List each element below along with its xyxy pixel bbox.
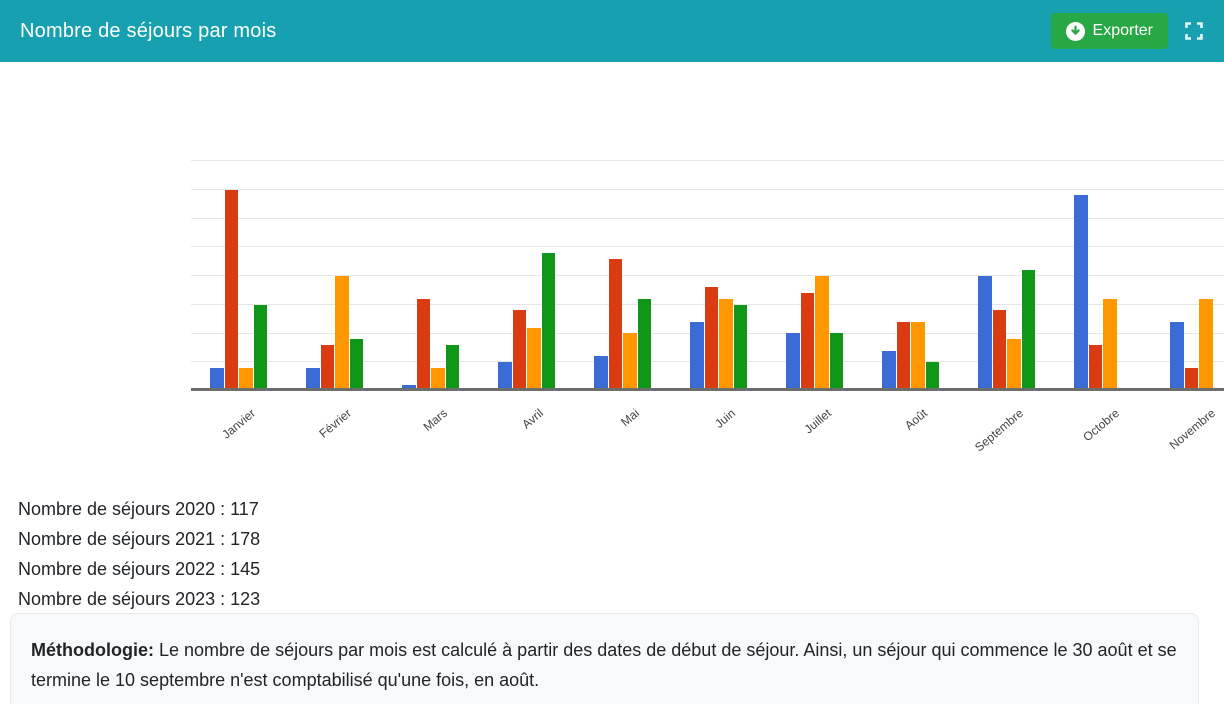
bar-group-Janvier (210, 160, 267, 391)
gridline (191, 189, 1224, 190)
bar-2021-Avril[interactable] (512, 310, 526, 391)
bar-group-Juin (690, 160, 747, 391)
bar-2023-Avril[interactable] (541, 253, 555, 391)
bar-2021-Juin[interactable] (704, 287, 718, 391)
header-actions: Exporter (1050, 13, 1204, 49)
total-2021: Nombre de séjours 2021 : 178 (18, 529, 261, 549)
bar-2022-Octobre[interactable] (1103, 299, 1117, 391)
bar-2022-Avril[interactable] (527, 328, 541, 391)
bar-2020-Novembre[interactable] (1170, 322, 1184, 391)
bar-2021-Octobre[interactable] (1088, 345, 1102, 391)
bar-group-Septembre (978, 160, 1035, 391)
bar-2023-Mars[interactable] (445, 345, 459, 391)
bar-2021-Novembre[interactable] (1184, 368, 1198, 391)
bar-2022-Mars[interactable] (431, 368, 445, 391)
total-2020: Nombre de séjours 2020 : 117 (18, 499, 259, 519)
bar-2022-Février[interactable] (335, 276, 349, 391)
gridline (191, 246, 1224, 247)
bar-2022-Août[interactable] (911, 322, 925, 391)
bar-2022-Juillet[interactable] (815, 276, 829, 391)
widget-header: Nombre de séjours par mois Exporter (0, 0, 1224, 62)
bar-2020-Août[interactable] (882, 351, 896, 391)
bar-2023-Août[interactable] (925, 362, 939, 391)
bar-2022-Mai[interactable] (623, 333, 637, 391)
bar-2022-Septembre[interactable] (1007, 339, 1021, 391)
bar-2021-Mars[interactable] (416, 299, 430, 391)
bar-group-Août (882, 160, 939, 391)
bar-2021-Février[interactable] (320, 345, 334, 391)
bar-2020-Janvier[interactable] (210, 368, 224, 391)
x-axis-line (191, 388, 1224, 391)
totals-summary: Nombre de séjours 2020 : 117 Nombre de s… (18, 494, 260, 614)
gridline (191, 160, 1224, 161)
total-2022: Nombre de séjours 2022 : 145 (18, 559, 261, 579)
bar-group-Mai (594, 160, 651, 391)
bar-2023-Janvier[interactable] (253, 305, 267, 391)
bar-2021-Mai[interactable] (608, 259, 622, 391)
bar-2021-Juillet[interactable] (800, 293, 814, 391)
bar-group-Juillet (786, 160, 843, 391)
bar-group-Octobre (1074, 160, 1131, 391)
bar-2023-Septembre[interactable] (1021, 270, 1035, 391)
methodology-text: Le nombre de séjours par mois est calcul… (31, 640, 1177, 690)
bar-2022-Juin[interactable] (719, 299, 733, 391)
bar-2020-Mai[interactable] (594, 356, 608, 391)
bar-group-Février (306, 160, 363, 391)
methodology-label: Méthodologie: (31, 640, 154, 660)
bar-2022-Janvier[interactable] (239, 368, 253, 391)
bar-2023-Mai[interactable] (637, 299, 651, 391)
bar-2020-Juillet[interactable] (786, 333, 800, 391)
bar-2020-Juin[interactable] (690, 322, 704, 391)
bar-2023-Février[interactable] (349, 339, 363, 391)
bar-2021-Janvier[interactable] (224, 190, 238, 391)
fullscreen-icon[interactable] (1184, 21, 1204, 41)
bar-2023-Juin[interactable] (733, 305, 747, 391)
bar-2021-Septembre[interactable] (992, 310, 1006, 391)
total-2023: Nombre de séjours 2023 : 123 (18, 589, 261, 609)
bar-2020-Avril[interactable] (498, 362, 512, 391)
bar-2022-Novembre[interactable] (1199, 299, 1213, 391)
bar-2021-Août[interactable] (896, 322, 910, 391)
export-button-label: Exporter (1092, 22, 1153, 39)
export-button[interactable]: Exporter (1050, 13, 1168, 49)
bar-2023-Juillet[interactable] (829, 333, 843, 391)
bar-2020-Septembre[interactable] (978, 276, 992, 391)
gridline (191, 275, 1224, 276)
bar-chart: Janvier Février Mars Avril Mai Juin Juillet Aoû… (0, 62, 1224, 482)
methodology-note: Méthodologie: Le nombre de séjours par m… (10, 613, 1199, 704)
bar-group-Mars (402, 160, 459, 391)
download-circle-icon (1065, 21, 1085, 41)
bar-group-Novembre (1170, 160, 1224, 391)
bar-group-Avril (498, 160, 555, 391)
widget-title: Nombre de séjours par mois (20, 19, 277, 42)
bar-2020-Février[interactable] (306, 368, 320, 391)
bar-2020-Octobre[interactable] (1074, 195, 1088, 391)
gridline (191, 218, 1224, 219)
